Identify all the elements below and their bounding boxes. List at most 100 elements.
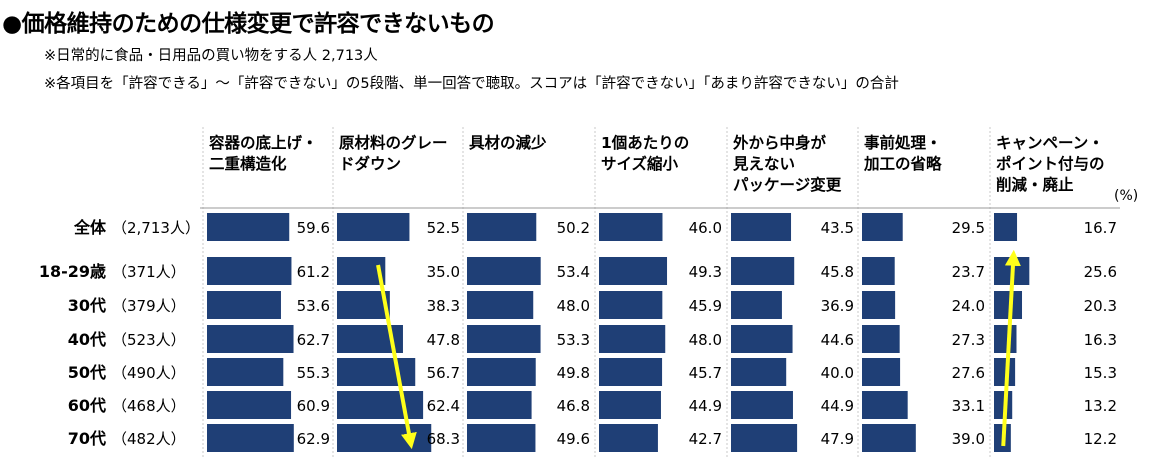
bar xyxy=(731,424,798,452)
data-label: 27.3 xyxy=(952,331,985,349)
row-label: 30代 xyxy=(68,296,106,315)
data-label: 61.2 xyxy=(297,263,330,281)
data-label: 46.8 xyxy=(557,397,590,415)
column-header-label: 見えない xyxy=(732,155,795,173)
data-label: 24.0 xyxy=(952,297,985,315)
bar xyxy=(599,257,668,285)
row-label: 70代 xyxy=(68,429,106,448)
bar xyxy=(862,213,903,241)
row-label: 18-29歳 xyxy=(39,262,106,281)
data-label: 47.9 xyxy=(821,430,854,448)
bar xyxy=(467,257,541,285)
bar xyxy=(337,291,390,319)
column-header-label: ポイント付与の xyxy=(996,154,1105,173)
data-label: 36.9 xyxy=(821,297,854,315)
bar xyxy=(467,424,536,452)
bar xyxy=(207,424,294,452)
column-header-label: キャンペーン・ xyxy=(996,134,1104,152)
column-header-label: 原材料のグレー xyxy=(339,133,448,152)
column-header-label: 外から中身が xyxy=(733,133,827,152)
data-label: 25.6 xyxy=(1084,263,1117,281)
data-label: 40.0 xyxy=(821,364,854,382)
data-label: 53.3 xyxy=(557,331,590,349)
bar xyxy=(731,257,795,285)
data-label: 23.7 xyxy=(952,263,985,281)
bar xyxy=(207,358,284,386)
bar xyxy=(994,325,1017,353)
data-label: 62.7 xyxy=(297,331,330,349)
data-label: 53.4 xyxy=(557,263,590,281)
data-label: 45.9 xyxy=(689,297,722,315)
data-label: 29.5 xyxy=(952,219,985,237)
bar xyxy=(337,213,410,241)
row-count: （371人） xyxy=(112,263,186,281)
row-label: 50代 xyxy=(68,363,106,382)
data-label: 60.9 xyxy=(297,397,330,415)
data-label: 16.3 xyxy=(1084,331,1117,349)
data-label: 68.3 xyxy=(427,430,460,448)
data-label: 49.6 xyxy=(557,430,590,448)
data-label: 42.7 xyxy=(689,430,722,448)
bar xyxy=(467,391,532,419)
data-label: 27.6 xyxy=(952,364,985,382)
row-count: （482人） xyxy=(112,430,186,448)
data-label: 56.7 xyxy=(427,364,460,382)
bar xyxy=(862,257,895,285)
column-header-label: パッケージ変更 xyxy=(733,175,842,194)
data-label: 16.7 xyxy=(1084,219,1117,237)
bar xyxy=(731,358,787,386)
column-header-label: 容器の底上げ・ xyxy=(208,133,318,152)
data-label: 43.5 xyxy=(821,219,854,237)
bar xyxy=(599,424,658,452)
data-label: 48.0 xyxy=(557,297,590,315)
data-label: 59.6 xyxy=(297,219,330,237)
bar xyxy=(337,424,432,452)
bar xyxy=(994,358,1016,386)
trend-arrow xyxy=(1001,249,1021,447)
bar xyxy=(467,358,536,386)
bar xyxy=(731,325,793,353)
row-count: （490人） xyxy=(112,364,186,382)
bar xyxy=(467,325,541,353)
data-label: 50.2 xyxy=(557,219,590,237)
bar xyxy=(994,291,1023,319)
column-header-label: 二重構造化 xyxy=(209,154,287,173)
method-note: ※各項目を「許容できる」〜「許容できない」の5段階、単一回答で聴取。スコアは「許… xyxy=(44,76,899,92)
trend-arrow xyxy=(376,264,417,450)
data-label: 49.3 xyxy=(689,263,722,281)
bar xyxy=(207,325,294,353)
bar xyxy=(862,325,900,353)
bar xyxy=(731,291,782,319)
data-label: 13.2 xyxy=(1084,397,1117,415)
data-label: 62.9 xyxy=(297,430,330,448)
bar xyxy=(862,424,916,452)
bar xyxy=(599,358,663,386)
data-label: 44.9 xyxy=(821,397,854,415)
data-label: 55.3 xyxy=(297,364,330,382)
bar xyxy=(207,257,292,285)
column-header-label: 1個あたりの xyxy=(601,133,689,152)
column-header-label: 事前処理・ xyxy=(864,133,942,152)
bar xyxy=(467,291,534,319)
column-header-label: サイズ縮小 xyxy=(601,154,679,173)
bar xyxy=(337,391,424,419)
unit-label: (%) xyxy=(1114,188,1138,204)
data-label: 33.1 xyxy=(952,397,985,415)
row-count: （523人） xyxy=(112,331,186,349)
row-label: 60代 xyxy=(68,396,106,415)
column-header-label: 削減・廃止 xyxy=(996,175,1074,194)
data-label: 45.8 xyxy=(821,263,854,281)
bar xyxy=(994,213,1018,241)
data-label: 62.4 xyxy=(427,397,460,415)
bar xyxy=(862,291,896,319)
data-label: 53.6 xyxy=(297,297,330,315)
data-label: 45.7 xyxy=(689,364,722,382)
bar xyxy=(599,391,661,419)
bar xyxy=(207,213,290,241)
page-title: ●価格維持のための仕様変更で許容できないもの xyxy=(2,11,495,37)
data-label: 12.2 xyxy=(1084,430,1117,448)
row-label: 40代 xyxy=(68,330,106,349)
column-header-label: 加工の省略 xyxy=(863,154,942,173)
bar xyxy=(599,213,663,241)
